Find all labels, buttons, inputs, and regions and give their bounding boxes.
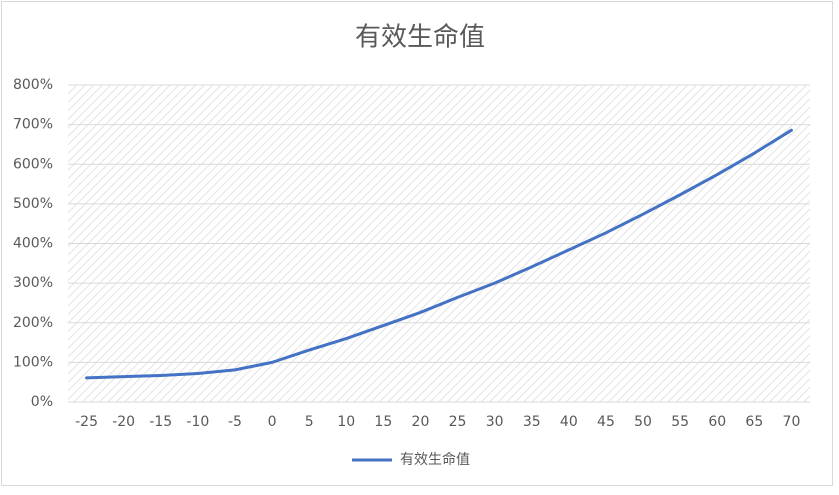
legend-label: 有效生命值 (400, 451, 470, 468)
y-tick-label: 800% (13, 77, 53, 93)
x-tick-label: 55 (671, 414, 689, 430)
x-tick-label: 15 (374, 414, 392, 430)
x-tick-label: 40 (560, 414, 578, 430)
y-tick-label: 100% (13, 354, 53, 370)
x-tick-label: -25 (75, 414, 98, 430)
x-tick-label: -15 (149, 414, 172, 430)
x-tick-label: 65 (745, 414, 763, 430)
x-tick-label: -10 (186, 414, 209, 430)
x-tick-label: 5 (305, 414, 314, 430)
y-tick-label: 0% (31, 394, 53, 410)
x-tick-label: 70 (783, 414, 801, 430)
x-tick-label: 60 (708, 414, 726, 430)
x-tick-label: 35 (523, 414, 541, 430)
y-tick-label: 400% (13, 236, 53, 252)
chart-title: 有效生命值 (355, 23, 485, 53)
x-tick-label: -5 (228, 414, 242, 430)
y-tick-label: 200% (13, 315, 53, 331)
x-tick-label: 50 (634, 414, 652, 430)
x-tick-label: 30 (486, 414, 504, 430)
x-tick-label: 45 (597, 414, 615, 430)
data-line (85, 128, 793, 380)
y-tick-label: 500% (13, 196, 53, 212)
x-tick-label: 0 (268, 414, 277, 430)
x-tick-label: 20 (412, 414, 430, 430)
y-tick-label: 600% (13, 156, 53, 172)
x-tick-label: 10 (337, 414, 355, 430)
y-tick-label: 300% (13, 275, 53, 291)
y-tick-label: 700% (13, 117, 53, 133)
x-tick-label: -20 (112, 414, 135, 430)
x-tick-label: 25 (449, 414, 467, 430)
